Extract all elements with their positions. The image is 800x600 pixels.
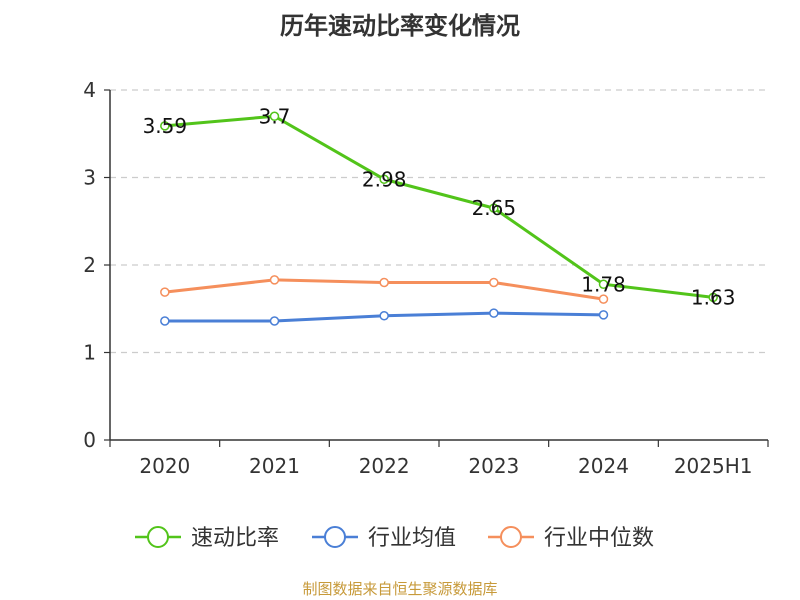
y-tick-label: 4 [83, 78, 96, 102]
legend-item[interactable]: 速动比率 [135, 526, 279, 551]
legend-label: 行业中位数 [544, 526, 654, 551]
legend-marker [147, 526, 169, 548]
x-tick-label: 2023 [468, 454, 519, 478]
data-point [160, 287, 170, 297]
y-tick-label: 2 [83, 253, 96, 277]
data-point [379, 174, 389, 184]
x-tick-label: 2022 [359, 454, 410, 478]
legend[interactable]: 速动比率 行业均值 行业中位数 [135, 526, 654, 551]
data-point [598, 279, 609, 289]
data-point [489, 277, 499, 288]
chart-title: 历年速动比率变化情况 [280, 12, 520, 40]
data-label: 2.98 [362, 167, 407, 191]
data-label: 1.63 [691, 285, 736, 309]
data-point [489, 308, 499, 318]
legend-marker [324, 526, 346, 548]
legend-marker [500, 526, 522, 548]
data-point [379, 311, 389, 321]
data-point [160, 316, 170, 326]
data-labels: 3.59 3.7 2.98 2.65 1.78 1.63 [143, 104, 736, 309]
data-point [598, 310, 609, 320]
data-point [379, 277, 389, 288]
x-tick-label: 2024 [578, 454, 629, 478]
data-point [269, 316, 280, 326]
y-tick-label: 3 [83, 166, 96, 190]
legend-item[interactable]: 行业均值 [312, 526, 456, 551]
axes: 0 1 2 3 4 2020 2021 2022 2023 2024 2025H1 [83, 78, 769, 478]
data-point [160, 121, 170, 131]
data-point [269, 275, 280, 285]
data-point [708, 292, 718, 303]
data-label: 3.7 [259, 104, 291, 128]
data-label: 2.65 [472, 196, 517, 220]
legend-label: 速动比率 [191, 526, 279, 551]
legend-label: 行业均值 [368, 526, 456, 551]
data-point [269, 111, 280, 121]
x-tick-label: 2020 [139, 454, 190, 478]
data-point [598, 294, 609, 304]
series-line [164, 114, 714, 299]
x-tick-label: 2021 [249, 454, 300, 478]
data-point [489, 203, 499, 213]
source-footer: 制图数据来自恒生聚源数据库 [302, 580, 498, 598]
legend-item[interactable]: 行业中位数 [488, 526, 654, 551]
data-label: 3.59 [143, 114, 188, 138]
y-tick-label: 0 [83, 428, 96, 452]
y-tick-label: 1 [83, 341, 96, 365]
x-tick-label: 2025H1 [674, 454, 753, 478]
series-lines [160, 111, 718, 326]
data-label: 1.78 [581, 272, 626, 296]
